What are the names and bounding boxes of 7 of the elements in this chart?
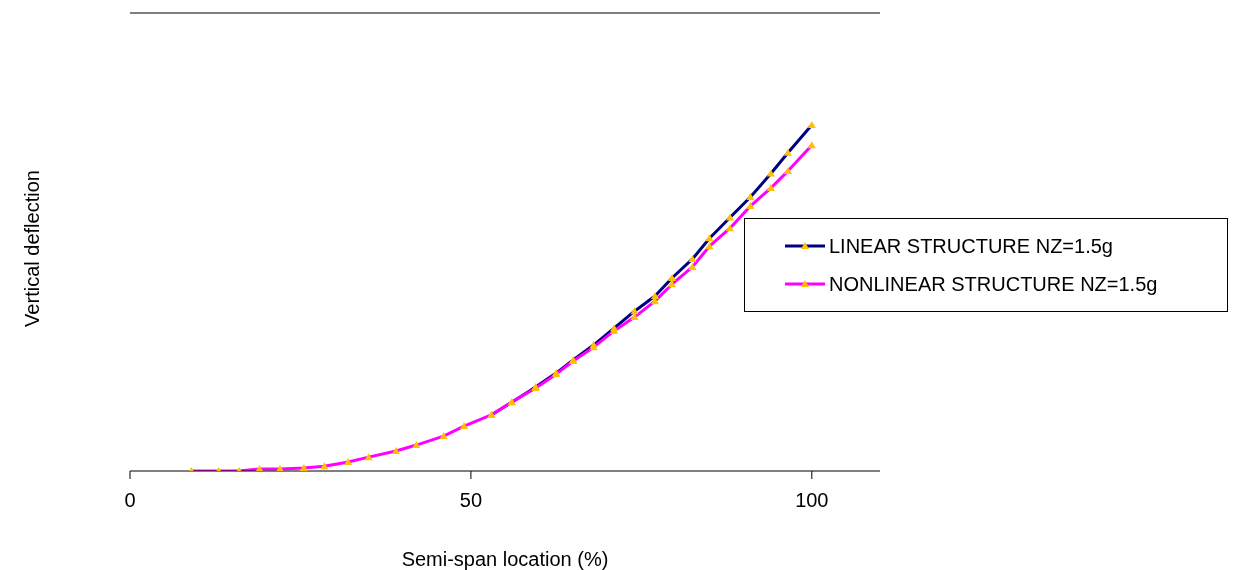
x-tick-label: 0 <box>124 489 136 512</box>
legend-label: LINEAR STRUCTURE NZ=1.5g <box>829 234 1113 258</box>
y-axis-title: Vertical deflection <box>20 169 44 327</box>
x-axis-title: Semi-span location (%) <box>401 548 609 570</box>
x-tick-label: 100 <box>795 489 829 512</box>
x-tick-label: 50 <box>459 489 483 512</box>
legend-label: NONLINEAR STRUCTURE NZ=1.5g <box>829 272 1158 296</box>
